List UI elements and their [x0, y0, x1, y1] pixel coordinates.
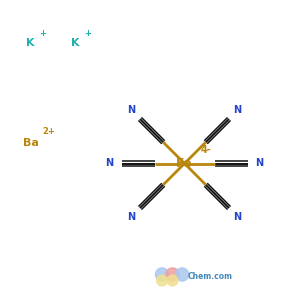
Text: K: K: [70, 38, 79, 49]
Text: N: N: [233, 212, 242, 221]
Circle shape: [167, 275, 178, 286]
Text: N: N: [128, 212, 136, 221]
Text: Ba: Ba: [22, 137, 38, 148]
Text: N: N: [105, 158, 114, 169]
Text: +: +: [39, 28, 46, 38]
Text: +: +: [84, 28, 91, 38]
Text: Chem.com: Chem.com: [188, 272, 232, 281]
Text: K: K: [26, 38, 34, 49]
Circle shape: [166, 268, 179, 281]
Text: N: N: [128, 106, 136, 116]
Text: N: N: [233, 106, 242, 116]
Text: 4-: 4-: [201, 145, 212, 155]
Circle shape: [155, 268, 169, 281]
Circle shape: [157, 275, 167, 286]
Text: N: N: [255, 158, 264, 169]
Circle shape: [176, 268, 189, 281]
Text: 2+: 2+: [42, 128, 55, 136]
Text: Fe: Fe: [176, 157, 193, 170]
